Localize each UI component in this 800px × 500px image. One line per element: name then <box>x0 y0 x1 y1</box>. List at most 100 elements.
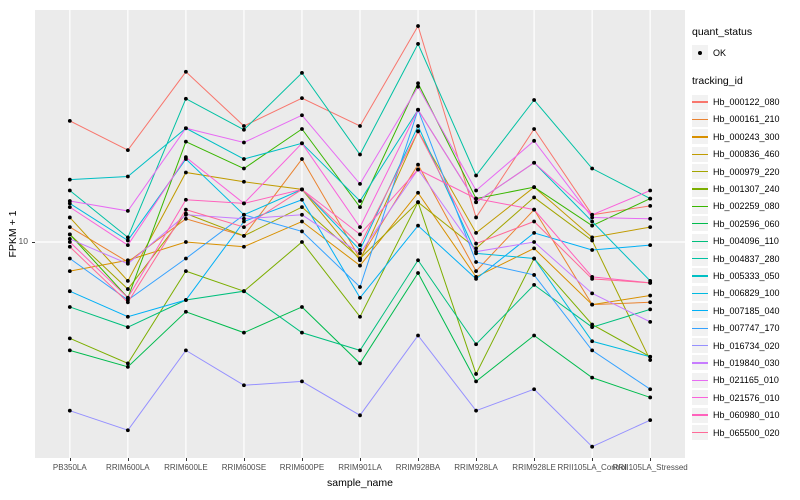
x-tick <box>127 458 129 461</box>
legend-key-swatch <box>692 372 708 388</box>
data-point <box>125 287 130 291</box>
data-point <box>242 124 246 128</box>
x-tick-label-RRIM600LA: RRIM600LA <box>106 463 150 472</box>
data-point <box>183 96 188 101</box>
data-point <box>183 170 188 175</box>
legend-key-swatch <box>692 355 708 371</box>
legend-entry-Hb_065500_020: Hb_065500_020 <box>692 424 798 441</box>
data-point <box>67 240 72 244</box>
legend-line-swatch-icon <box>692 188 708 190</box>
legend-entry-label: Hb_006829_100 <box>713 288 780 299</box>
data-point <box>416 167 420 172</box>
x-tick <box>185 458 187 461</box>
data-point <box>648 216 653 221</box>
legend-entry-label: Hb_021165_010 <box>713 375 779 386</box>
data-point <box>590 235 595 240</box>
data-point <box>416 271 420 275</box>
data-point <box>242 219 246 224</box>
data-point <box>474 200 478 205</box>
legend-line-swatch-icon <box>692 362 708 364</box>
data-point <box>67 408 72 413</box>
legend-key-swatch <box>692 268 708 284</box>
data-point <box>183 269 188 274</box>
data-point <box>125 364 130 369</box>
data-point <box>183 348 188 353</box>
data-point <box>648 354 653 359</box>
legend-entry-Hb_001307_240: Hb_001307_240 <box>692 180 798 197</box>
legend-entry-label: Hb_002596_060 <box>713 218 780 229</box>
data-point <box>416 24 420 28</box>
data-point <box>474 249 478 254</box>
data-point <box>590 444 595 449</box>
data-point <box>125 314 130 319</box>
legend-line-swatch-icon <box>692 223 708 225</box>
data-point <box>532 333 537 338</box>
legend-entry-label: Hb_004837_280 <box>713 253 780 264</box>
data-point <box>532 240 537 244</box>
data-point <box>125 235 130 240</box>
x-tick <box>650 458 652 461</box>
legend-key-swatch <box>692 407 708 423</box>
data-point <box>183 207 188 212</box>
legend-entry-label: Hb_000836_460 <box>713 149 780 160</box>
data-point <box>416 84 420 89</box>
legend-entry-Hb_000836_460: Hb_000836_460 <box>692 146 798 163</box>
data-point <box>590 302 595 307</box>
data-point <box>242 330 246 335</box>
x-tick <box>476 458 478 461</box>
legend-key-swatch <box>692 94 708 110</box>
data-point <box>358 152 362 157</box>
data-point <box>474 408 478 413</box>
legend-entry-label: OK <box>713 47 727 58</box>
legend-line-swatch-icon <box>692 136 708 138</box>
legend-entry-Hb_021165_010: Hb_021165_010 <box>692 372 798 389</box>
data-point <box>590 276 595 281</box>
data-point <box>532 98 537 102</box>
legend-entry-Hb_005333_050: Hb_005333_050 <box>692 267 798 284</box>
data-point <box>183 256 188 261</box>
legend-key-swatch <box>692 146 708 162</box>
legend-line-swatch-icon <box>692 257 708 260</box>
legend-line-swatch-icon <box>692 414 708 416</box>
legend-tracking-id-title: tracking_id <box>692 75 743 88</box>
data-point <box>358 413 362 418</box>
data-point <box>358 361 362 366</box>
legend-entry-label: Hb_000122_080 <box>713 97 780 108</box>
data-point <box>358 285 362 289</box>
legend-entry-Hb_000122_080: Hb_000122_080 <box>692 93 798 110</box>
data-point <box>183 126 188 131</box>
legend-entry-label: Hb_000979_220 <box>713 166 780 177</box>
data-point <box>242 179 246 184</box>
data-point <box>648 307 653 312</box>
legend-entry-Hb_060980_010: Hb_060980_010 <box>692 406 798 423</box>
data-point <box>125 243 130 248</box>
data-point <box>648 387 653 392</box>
data-point <box>474 342 478 347</box>
data-point <box>416 333 420 338</box>
data-point <box>416 258 420 263</box>
data-point <box>590 238 595 243</box>
data-point <box>300 240 304 244</box>
data-point <box>300 141 304 146</box>
legend-entry-Hb_002259_080: Hb_002259_080 <box>692 198 798 215</box>
data-point <box>648 280 653 285</box>
x-tick <box>418 458 420 461</box>
data-point <box>474 241 478 246</box>
data-point <box>532 273 537 277</box>
data-point <box>590 375 595 380</box>
data-point <box>183 212 188 217</box>
legend-line-swatch-icon <box>692 397 708 399</box>
data-point <box>590 339 595 344</box>
data-point <box>416 200 420 205</box>
data-point <box>416 190 420 195</box>
x-tick <box>360 458 361 461</box>
data-point <box>358 348 362 353</box>
legend-key-swatch <box>692 198 708 214</box>
data-point <box>358 205 362 210</box>
data-point <box>532 230 537 235</box>
legend-entry-Hb_000243_300: Hb_000243_300 <box>692 128 798 145</box>
legend-key-swatch <box>692 233 708 249</box>
data-point <box>590 248 595 252</box>
data-point <box>474 173 478 178</box>
data-point <box>590 166 595 171</box>
